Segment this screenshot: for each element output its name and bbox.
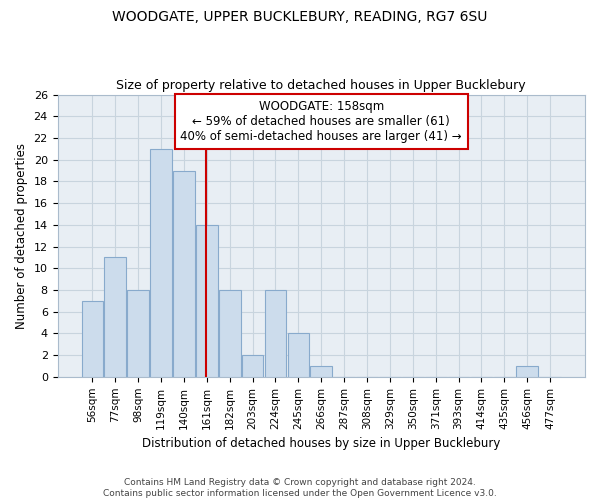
Bar	[287, 334, 309, 377]
Bar	[173, 170, 195, 377]
Text: WOODGATE: 158sqm
← 59% of detached houses are smaller (61)
40% of semi-detached : WOODGATE: 158sqm ← 59% of detached house…	[181, 100, 462, 143]
Bar	[127, 290, 149, 377]
Bar	[150, 149, 172, 377]
Bar	[104, 258, 126, 377]
Text: WOODGATE, UPPER BUCKLEBURY, READING, RG7 6SU: WOODGATE, UPPER BUCKLEBURY, READING, RG7…	[112, 10, 488, 24]
Title: Size of property relative to detached houses in Upper Bucklebury: Size of property relative to detached ho…	[116, 79, 526, 92]
X-axis label: Distribution of detached houses by size in Upper Bucklebury: Distribution of detached houses by size …	[142, 437, 500, 450]
Bar	[219, 290, 241, 377]
Bar	[517, 366, 538, 377]
Bar	[242, 355, 263, 377]
Bar	[82, 301, 103, 377]
Bar	[310, 366, 332, 377]
Bar	[265, 290, 286, 377]
Y-axis label: Number of detached properties: Number of detached properties	[15, 142, 28, 328]
Bar	[196, 225, 218, 377]
Text: Contains HM Land Registry data © Crown copyright and database right 2024.
Contai: Contains HM Land Registry data © Crown c…	[103, 478, 497, 498]
